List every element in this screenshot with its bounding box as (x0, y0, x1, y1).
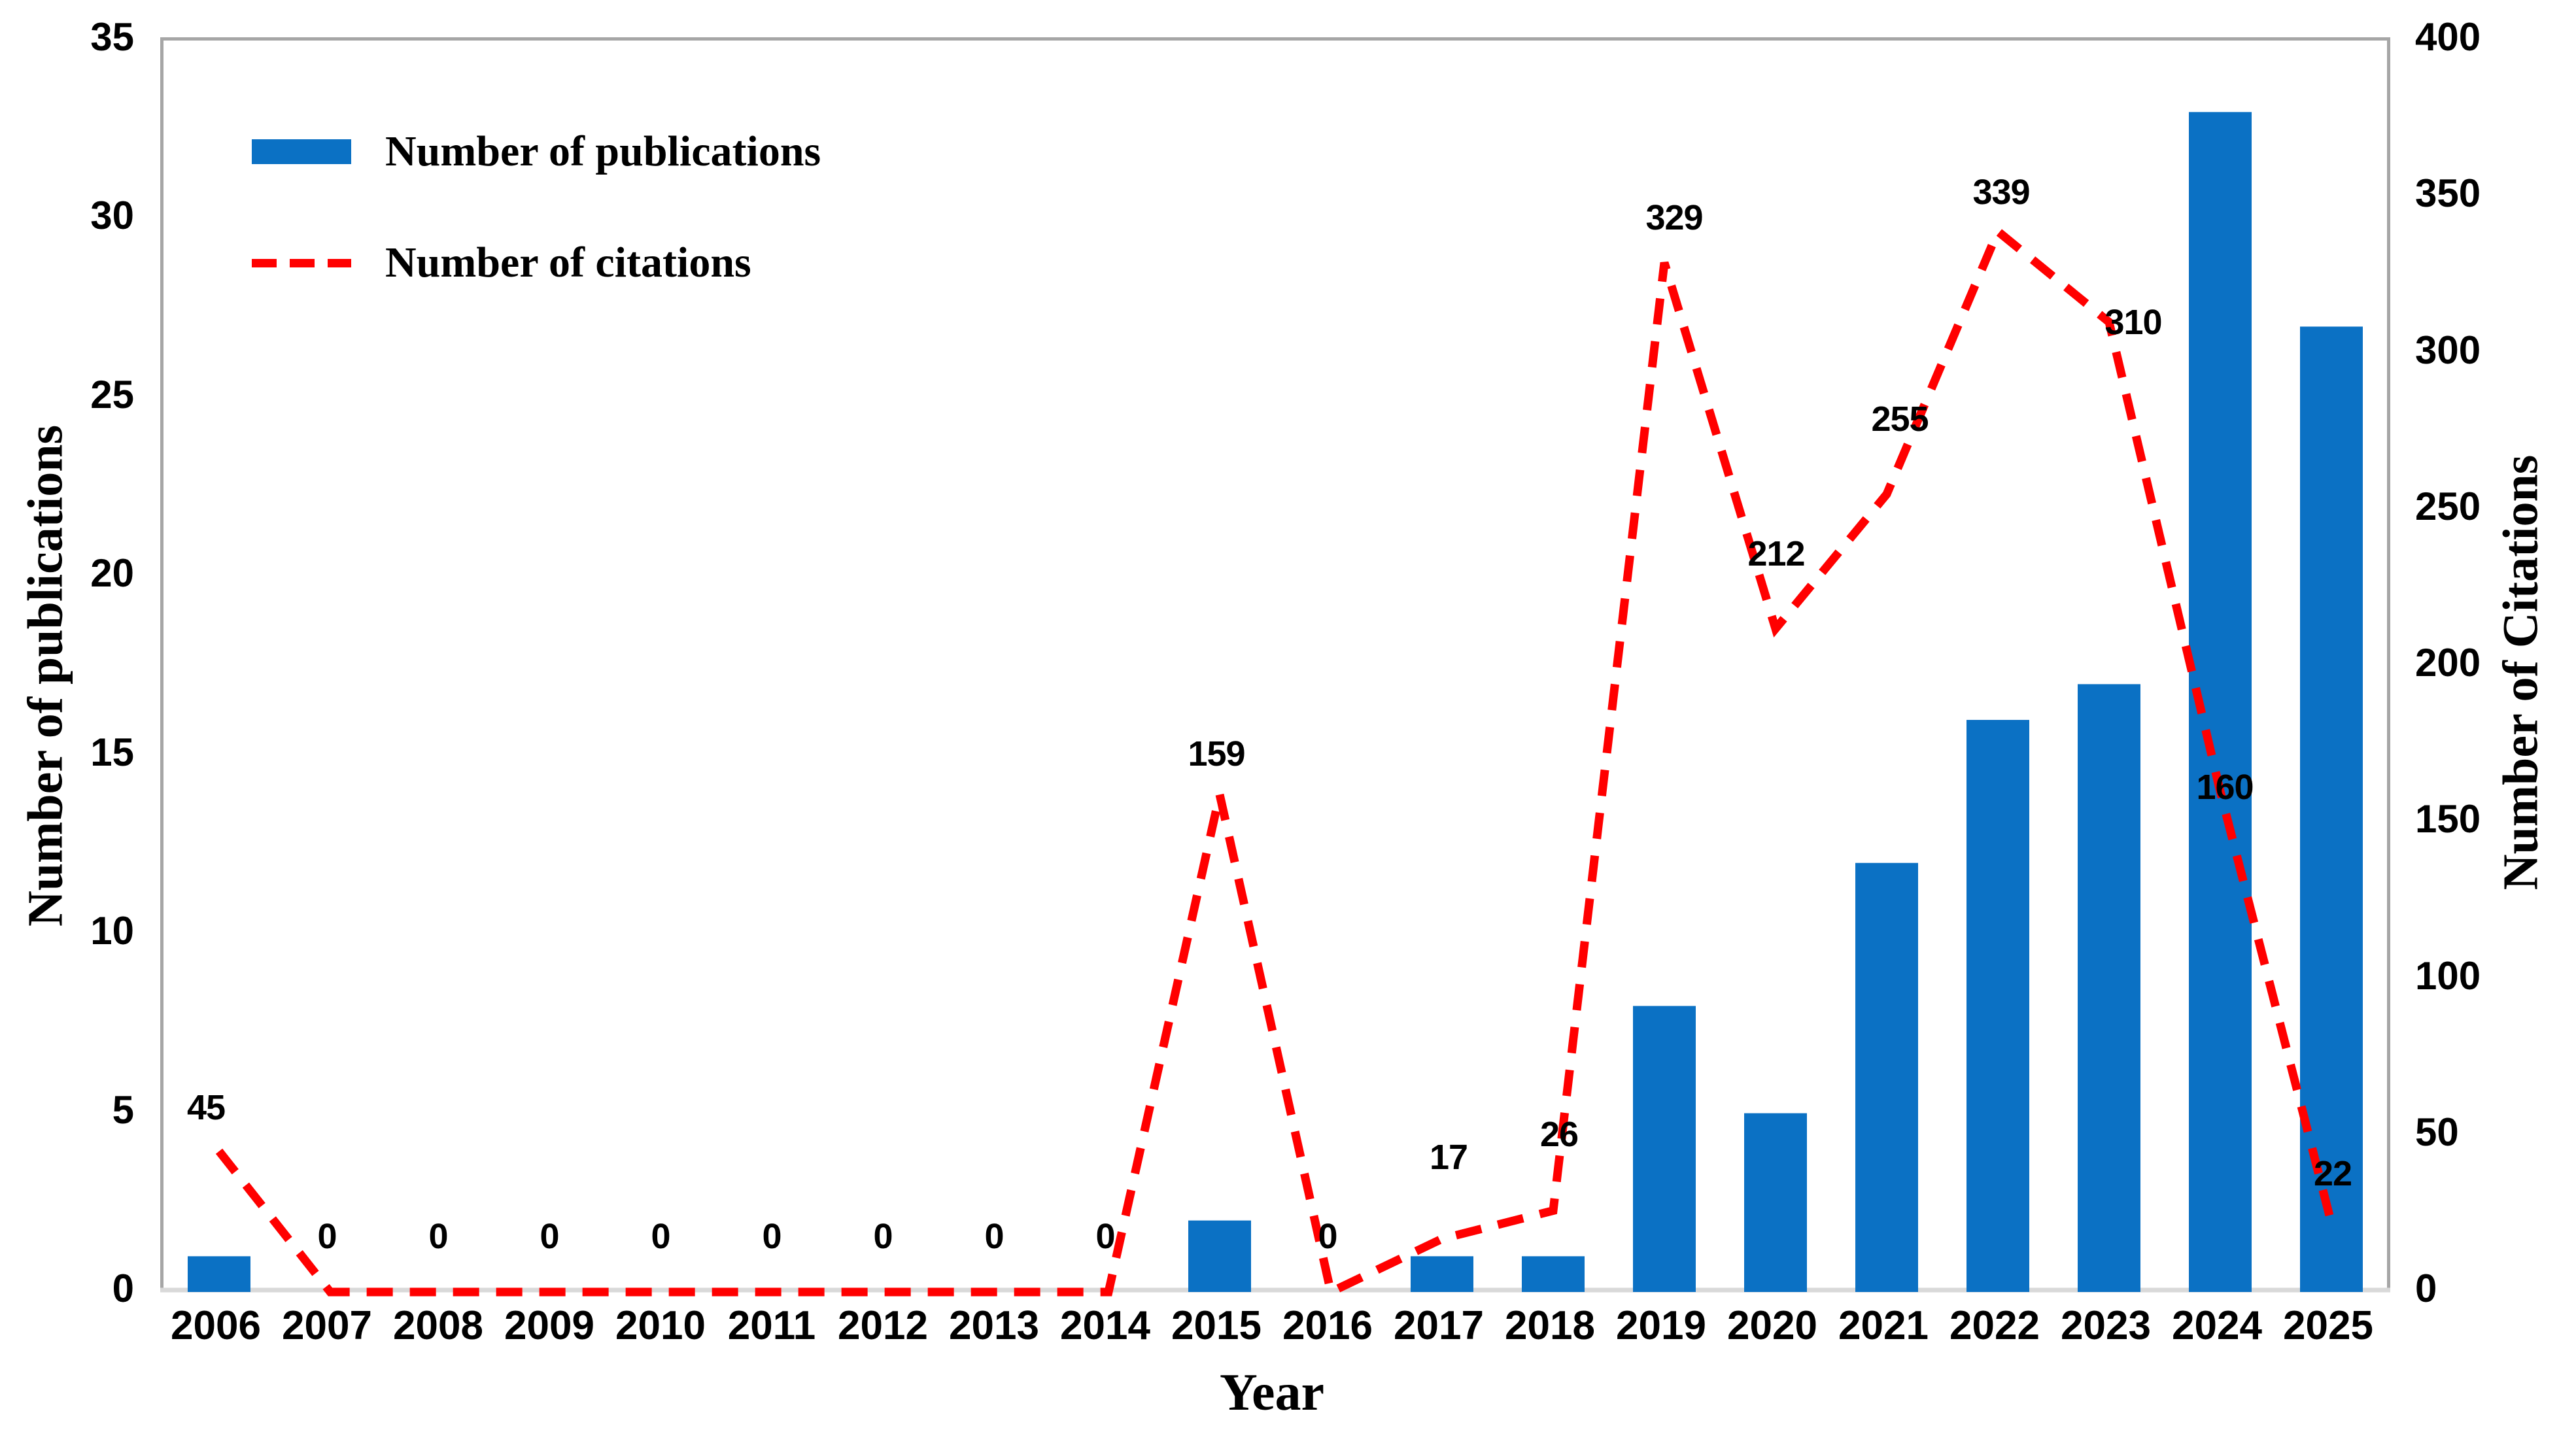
x-axis-title: Year (1220, 1364, 1324, 1421)
citation-label-2018: 26 (1539, 1114, 1579, 1154)
x-tick-2012: 2012 (838, 1303, 928, 1348)
left-axis-tick-15: 15 (90, 730, 134, 774)
right-axis-tick-400: 400 (2415, 15, 2481, 59)
left-axis-tick-20: 20 (90, 551, 134, 596)
bar-2019 (1633, 1006, 1696, 1292)
citation-label-2013: 0 (984, 1217, 1004, 1256)
citation-label-2016: 0 (1318, 1217, 1337, 1256)
right-axis-tick-200: 200 (2415, 641, 2481, 685)
x-tick-2016: 2016 (1282, 1303, 1373, 1348)
citation-label-2011: 0 (762, 1217, 781, 1256)
bar-2015 (1188, 1220, 1251, 1292)
citation-label-2007: 0 (317, 1217, 337, 1256)
citations-dash-icon (252, 258, 351, 267)
right-axis-tick-300: 300 (2415, 328, 2481, 372)
x-tick-2010: 2010 (615, 1303, 706, 1348)
right-axis-tick-0: 0 (2415, 1266, 2437, 1310)
legend-item-publications: Number of publications (252, 127, 821, 177)
right-axis-title: Number of Citations (2493, 454, 2549, 891)
left-axis-tick-0: 0 (112, 1266, 134, 1310)
publications-swatch-icon (252, 139, 351, 164)
citation-label-2009: 0 (540, 1217, 559, 1256)
citation-label-2008: 0 (428, 1217, 448, 1256)
legend-item-citations: Number of citations (252, 238, 751, 288)
x-tick-2015: 2015 (1171, 1303, 1262, 1348)
citation-label-2006: 45 (186, 1087, 226, 1127)
x-tick-2013: 2013 (949, 1303, 1039, 1348)
x-tick-2021: 2021 (1838, 1303, 1929, 1348)
left-axis-title: Number of publications (18, 424, 73, 927)
right-axis-tick-150: 150 (2415, 797, 2481, 842)
citation-label-2010: 0 (651, 1217, 670, 1256)
citation-label-2017: 17 (1429, 1137, 1468, 1177)
bar-2006 (188, 1256, 250, 1292)
left-axis-tick-25: 25 (90, 372, 134, 416)
bar-2025 (2300, 326, 2363, 1292)
x-tick-2008: 2008 (393, 1303, 483, 1348)
legend-label-publications: Number of publications (385, 128, 821, 175)
right-axis-tick-250: 250 (2415, 484, 2481, 528)
left-axis-tick-30: 30 (90, 194, 134, 238)
bar-2017 (1411, 1256, 1473, 1292)
chart-canvas (160, 112, 2390, 1299)
x-tick-2025: 2025 (2283, 1303, 2373, 1348)
right-axis-tick-350: 350 (2415, 171, 2481, 216)
citation-label-2024: 160 (2196, 768, 2254, 808)
bar-2021 (1855, 862, 1918, 1292)
left-axis-tick-10: 10 (90, 909, 134, 953)
legend-label-citations: Number of citations (385, 239, 751, 286)
x-tick-2017: 2017 (1394, 1303, 1484, 1348)
x-tick-2024: 2024 (2172, 1303, 2262, 1348)
x-tick-2007: 2007 (282, 1303, 372, 1348)
citation-label-2014: 0 (1095, 1217, 1115, 1256)
bar-2023 (2078, 684, 2140, 1292)
x-tick-2020: 2020 (1727, 1303, 1817, 1348)
x-tick-2009: 2009 (504, 1303, 594, 1348)
plot-area: Number of publications Number of citatio… (160, 37, 2390, 1299)
citation-label-2022: 339 (1972, 172, 2030, 212)
x-tick-2011: 2011 (727, 1303, 816, 1348)
left-axis-tick-35: 35 (90, 15, 134, 59)
x-tick-2014: 2014 (1060, 1303, 1150, 1348)
citation-label-2020: 212 (1747, 534, 1805, 573)
bar-2020 (1744, 1113, 1807, 1292)
citation-label-2025: 22 (2313, 1153, 2352, 1193)
right-axis-tick-50: 50 (2415, 1110, 2459, 1154)
x-tick-2022: 2022 (1949, 1303, 2040, 1348)
citation-label-2023: 310 (2104, 302, 2162, 342)
citation-label-2012: 0 (873, 1217, 893, 1256)
left-axis-tick-5: 5 (112, 1087, 134, 1132)
bar-2022 (1966, 720, 2029, 1292)
x-tick-2023: 2023 (2061, 1303, 2151, 1348)
citation-label-2019: 329 (1645, 197, 1703, 237)
x-tick-2006: 2006 (171, 1303, 261, 1348)
bar-2018 (1522, 1256, 1585, 1292)
citation-label-2021: 255 (1871, 399, 1929, 439)
citation-label-2015: 159 (1188, 734, 1245, 774)
right-axis-tick-100: 100 (2415, 953, 2481, 998)
x-tick-2018: 2018 (1505, 1303, 1595, 1348)
x-tick-2019: 2019 (1616, 1303, 1706, 1348)
